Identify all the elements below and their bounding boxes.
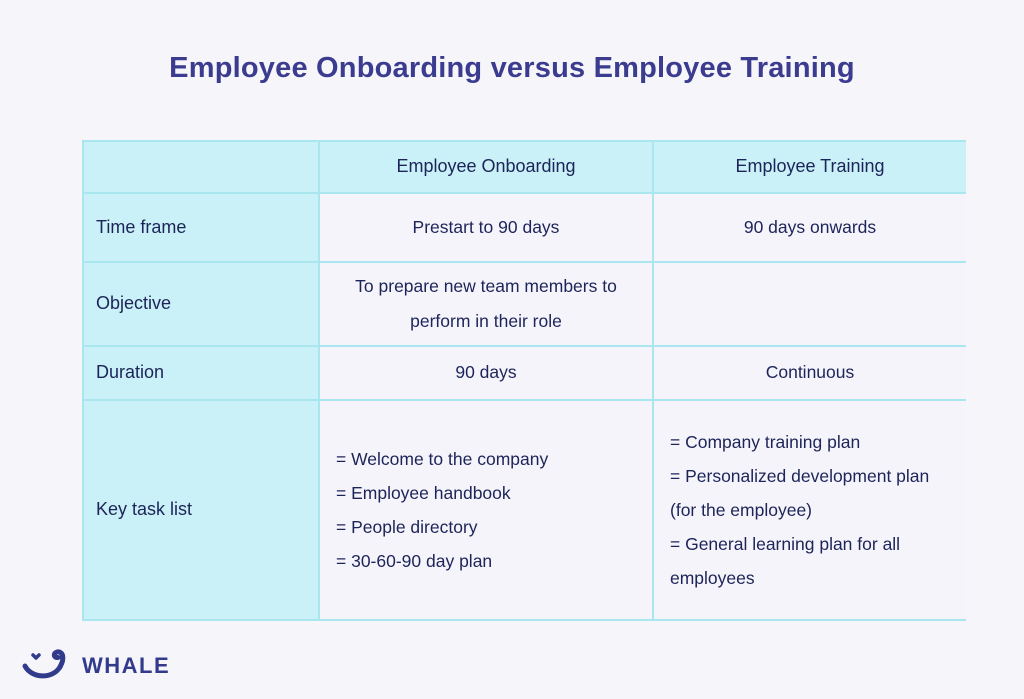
cell-objective-training [654,263,966,345]
list-item: = Employee handbook [336,483,511,503]
cell-key-tasks-onboarding: = Welcome to the company = Employee hand… [320,401,652,619]
cell-duration-onboarding: 90 days [320,347,652,399]
list-item: = Welcome to the company [336,449,549,469]
row-label-duration: Duration [84,347,318,399]
page-title: Employee Onboarding versus Employee Trai… [169,52,855,84]
cell-timeframe-onboarding: Prestart to 90 days [320,194,652,261]
whale-logo: WHALE [20,644,170,688]
row-label-objective: Objective [84,263,318,345]
whale-icon [20,644,70,688]
row-label-key-task-list: Key task list [84,401,318,619]
column-header-training: Employee Training [654,142,966,192]
logo-wordmark: WHALE [82,653,171,678]
cell-key-tasks-training: = Company training plan = Personalized d… [654,401,966,619]
cell-duration-training: Continuous [654,347,966,399]
list-item: = General learning plan for all employee… [670,534,901,588]
comparison-table: Employee Onboarding Employee Training Ti… [82,140,966,621]
cell-objective-onboarding: To prepare new team members to perform i… [320,263,652,345]
list-item: = Personalized development plan (for the… [670,466,930,520]
list-item: = Company training plan [670,432,861,452]
column-header-onboarding: Employee Onboarding [320,142,652,192]
table-corner-cell [84,142,318,192]
list-item: = 30-60-90 day plan [336,551,493,571]
list-item: = People directory [336,517,478,537]
row-label-time-frame: Time frame [84,194,318,261]
cell-timeframe-training: 90 days onwards [654,194,966,261]
